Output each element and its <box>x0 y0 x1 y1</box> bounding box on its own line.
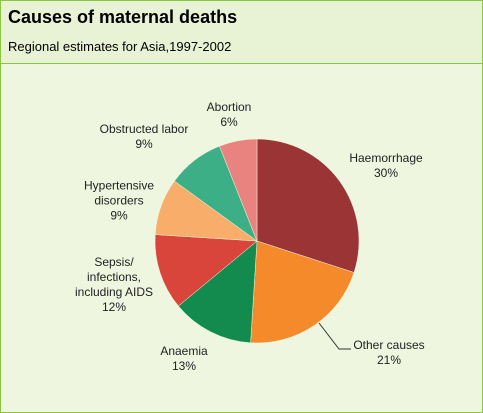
slice-label: Anaemia 13% <box>160 344 207 374</box>
value-label: 21% <box>376 353 402 367</box>
pie-slice <box>219 138 258 242</box>
value-label: 6% <box>220 115 238 129</box>
value-label: 9% <box>135 137 153 151</box>
category-label: Sepsis/ infections, including AIDS <box>74 255 154 299</box>
slice-label: Other causes 21% <box>353 338 424 368</box>
pie-slice <box>256 138 360 273</box>
chart-subtitle: Regional estimates for Asia,1997-2002 <box>8 39 232 54</box>
value-label: 13% <box>171 359 197 373</box>
leader-line <box>318 322 351 350</box>
slice-label: Obstructed labor 9% <box>100 122 189 152</box>
category-label: Abortion <box>206 100 252 114</box>
slice-label: Abortion 6% <box>207 100 252 130</box>
category-label: Other causes <box>353 338 425 352</box>
pie-slice <box>154 234 258 307</box>
category-label: Obstructed labor <box>99 122 189 136</box>
category-label: Anaemia <box>160 344 208 358</box>
pie-slice <box>250 240 355 344</box>
chart-title: Causes of maternal deaths <box>8 7 238 27</box>
value-label: 9% <box>110 208 128 223</box>
header: Causes of maternal deaths Regional estim… <box>1 1 482 64</box>
slice-label: Hypertensive disorders 9% <box>84 179 154 224</box>
category-label: Hypertensive disorders <box>83 178 155 208</box>
slice-label: Haemorrhage 30% <box>349 151 422 181</box>
slice-label: Sepsis/ infections, including AIDS 12% <box>75 255 153 315</box>
value-label: 30% <box>373 166 399 180</box>
category-label: Haemorrhage <box>349 151 423 165</box>
value-label: 12% <box>101 300 127 314</box>
pie-slice <box>178 240 258 344</box>
